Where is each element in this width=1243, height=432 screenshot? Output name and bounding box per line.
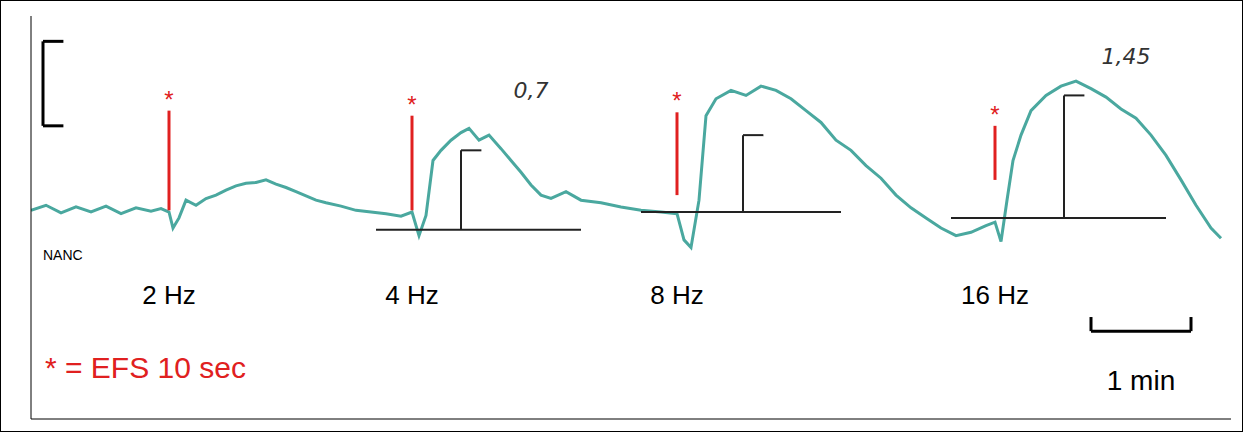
svg-text:*: * (164, 86, 173, 113)
svg-text:1 min: 1 min (1107, 365, 1175, 396)
html-text:NANC: NANC (43, 247, 83, 263)
svg-text:*: * (407, 91, 416, 118)
svg-text:4 Hz: 4 Hz (385, 280, 438, 310)
svg-text:*: * (672, 87, 681, 114)
svg-text:1,45: 1,45 (1102, 44, 1151, 69)
html-text:* = EFS 10 sec: * = EFS 10 sec (45, 351, 246, 384)
svg-text:8 Hz: 8 Hz (650, 280, 703, 310)
svg-text:0,7: 0,7 (514, 78, 549, 103)
svg-text:*: * (990, 101, 999, 128)
svg-text:2 Hz: 2 Hz (142, 280, 195, 310)
svg-text:16 Hz: 16 Hz (961, 280, 1029, 310)
